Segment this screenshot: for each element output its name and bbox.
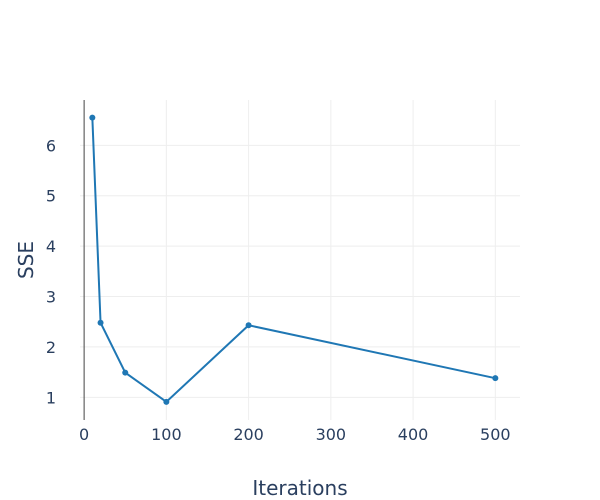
y-tick-label: 3 — [46, 288, 56, 307]
data-point — [163, 398, 170, 405]
y-tick-label: 4 — [46, 237, 56, 256]
y-tick-labels: 1 2 3 4 5 6 — [46, 136, 56, 407]
y-tick-label: 1 — [46, 388, 56, 407]
series-group — [89, 114, 499, 405]
x-gridlines — [165, 100, 496, 420]
x-tick-label: 500 — [480, 425, 511, 444]
x-tick-label: 0 — [79, 425, 89, 444]
x-tick-label: 400 — [398, 425, 429, 444]
y-tick-label: 5 — [46, 187, 56, 206]
data-point — [89, 114, 96, 121]
series-line — [91, 117, 496, 404]
y-tick-label: 6 — [46, 136, 56, 155]
x-tick-label: 300 — [316, 425, 347, 444]
y-gridlines — [80, 144, 520, 398]
data-point — [492, 375, 499, 382]
y-axis-title: SSE — [14, 241, 38, 279]
x-tick-label: 100 — [151, 425, 182, 444]
x-axis-title: Iterations — [252, 476, 347, 500]
y-tick-label: 2 — [46, 338, 56, 357]
data-point — [245, 322, 252, 329]
data-point — [122, 369, 129, 376]
x-tick-label: 200 — [233, 425, 264, 444]
x-tick-labels: 0 100 200 300 400 500 — [79, 425, 511, 444]
data-point — [97, 319, 104, 326]
